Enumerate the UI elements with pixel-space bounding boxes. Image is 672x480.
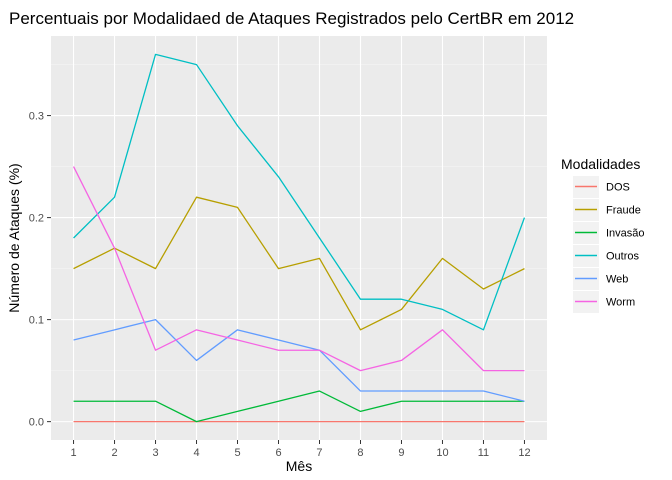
x-tick-label: 8 — [357, 447, 363, 459]
series-line-invasão — [73, 390, 525, 423]
minor-gridlines — [51, 64, 547, 371]
series-lines — [72, 53, 526, 423]
legend: Modalidades DOS Fraude Invasão Outros Web Wor… — [561, 156, 645, 313]
x-tick-label: 12 — [518, 447, 530, 459]
y-axis: 0.0 0.1 0.2 0.3 — [29, 111, 51, 429]
series-line-outros — [73, 53, 526, 331]
x-tick-label: 1 — [70, 447, 76, 459]
legend-title: Modalidades — [561, 156, 640, 172]
x-tick-label: 4 — [193, 447, 199, 459]
x-tick-label: 9 — [398, 447, 404, 459]
y-tick-label: 0.1 — [29, 315, 44, 327]
x-tick-label: 2 — [111, 447, 117, 459]
legend-label-invasão: Invasão — [606, 228, 645, 240]
legend-label-fraude: Fraude — [606, 205, 641, 217]
series-line-web — [73, 318, 525, 402]
legend-label-outros: Outros — [606, 251, 640, 263]
major-gridlines — [51, 36, 547, 440]
chart-title: Percentuais por Modalidaed de Ataques Re… — [9, 9, 574, 28]
legend-label-worm: Worm — [606, 297, 635, 309]
x-axis-title: Mês — [286, 458, 312, 474]
y-axis-title: Número de Ataques (%) — [6, 163, 22, 312]
x-tick-label: 6 — [275, 447, 281, 459]
x-tick-label: 7 — [316, 447, 322, 459]
plot-panel — [51, 36, 547, 440]
y-tick-label: 0.0 — [29, 417, 44, 429]
x-tick-label: 10 — [436, 447, 448, 459]
x-axis: 1 2 3 4 5 6 7 8 9 10 11 12 — [70, 440, 531, 459]
x-tick-label: 3 — [152, 447, 158, 459]
y-tick-label: 0.2 — [29, 213, 44, 225]
series-line-worm — [72, 166, 525, 372]
x-tick-label: 11 — [478, 447, 489, 459]
legend-label-web: Web — [606, 274, 628, 286]
series-line-fraude — [73, 196, 525, 331]
x-tick-label: 5 — [234, 447, 240, 459]
y-tick-label: 0.3 — [29, 111, 44, 123]
legend-label-dos: DOS — [606, 182, 630, 194]
